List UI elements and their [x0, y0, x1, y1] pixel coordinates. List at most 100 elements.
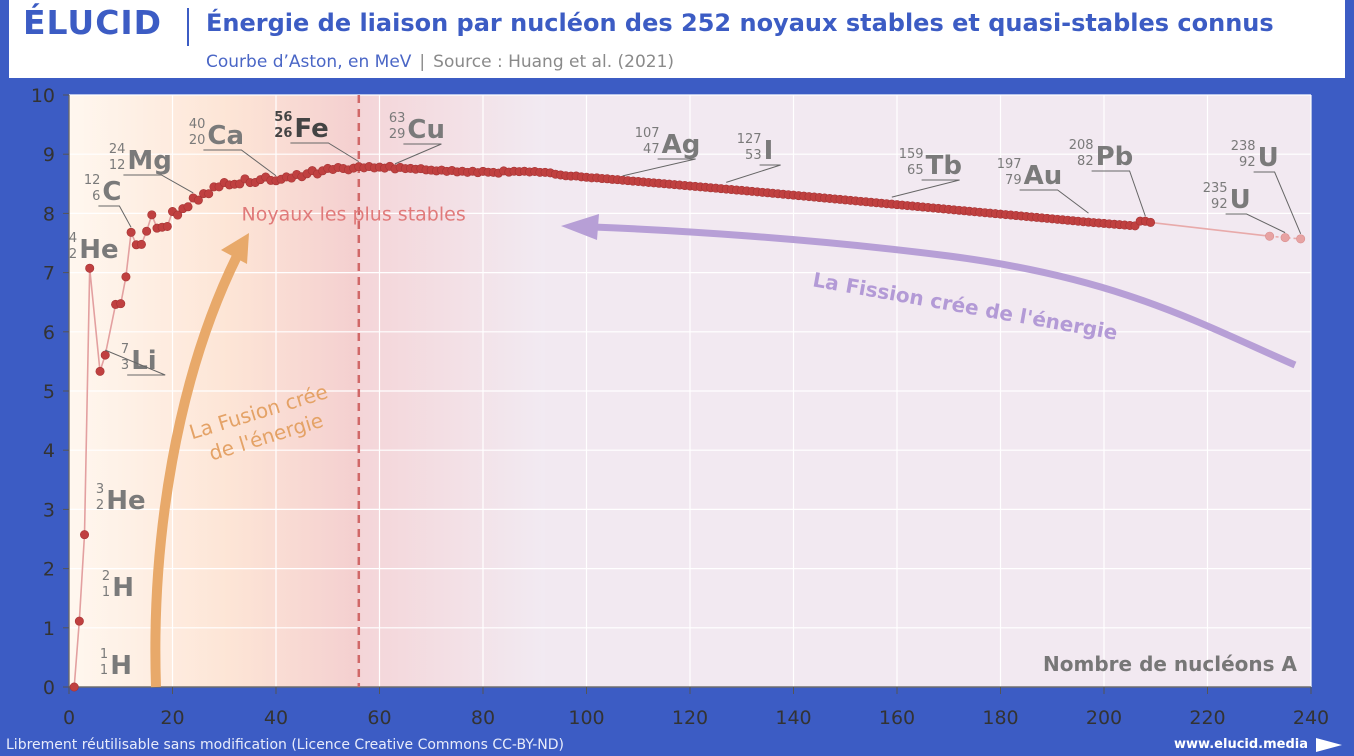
atomic-number: 3: [121, 358, 129, 373]
leader-line: [1225, 213, 1286, 234]
nuclide-label-he-4: 42 He: [69, 231, 119, 265]
element-symbol: Au: [1024, 161, 1063, 191]
leader-line: [622, 158, 696, 177]
y-tick-label: 6: [43, 322, 55, 344]
y-tick-label: 8: [43, 203, 55, 225]
x-tick-label: 60: [367, 707, 391, 729]
x-tick-label: 140: [775, 707, 811, 729]
x-tick-label: 180: [982, 707, 1018, 729]
mass-number: 2: [102, 569, 110, 584]
leader-line: [123, 174, 194, 194]
mass-number: 1: [100, 647, 108, 662]
x-tick-label: 40: [264, 707, 288, 729]
data-point: [69, 682, 79, 692]
mass-number: 107: [635, 126, 660, 141]
x-tick-label: 120: [672, 707, 708, 729]
atomic-number: 2: [96, 498, 104, 513]
atomic-number: 6: [92, 189, 100, 204]
element-symbol: Li: [131, 346, 156, 376]
nuclide-label-h-1: 11 H: [100, 647, 132, 681]
element-symbol: Pb: [1096, 142, 1134, 172]
fission-arrow: [592, 223, 1297, 369]
fusion-arrow-head: [221, 233, 249, 264]
y-tick-label: 0: [43, 677, 55, 699]
data-point: [136, 239, 146, 249]
atomic-number: 47: [643, 142, 660, 157]
most-stable-label: Noyaux les plus stables: [242, 203, 466, 225]
leader-line: [290, 142, 360, 163]
atomic-number: 2: [69, 247, 77, 262]
mass-number: 3: [96, 482, 104, 497]
y-tick-label: 9: [43, 144, 55, 166]
y-tick-label: 5: [43, 381, 55, 403]
element-symbol: He: [79, 235, 118, 265]
subtitle-text: Courbe d’Aston, en MeV: [206, 52, 412, 72]
data-point-quasi-stable: [1296, 234, 1306, 244]
data-point: [162, 221, 172, 231]
atomic-number: 79: [1005, 173, 1022, 188]
mass-number: 159: [899, 147, 924, 162]
element-symbol: H: [112, 573, 134, 603]
leader-line: [98, 205, 132, 228]
mass-number: 7: [121, 342, 129, 357]
data-point: [193, 195, 203, 205]
fission-arrow-head: [561, 214, 599, 240]
chart-title: Énergie de liaison par nucléon des 252 n…: [206, 9, 1274, 37]
leader-line: [203, 149, 277, 177]
element-symbol: H: [110, 651, 132, 681]
atomic-number: 92: [1211, 197, 1228, 212]
mass-number: 197: [997, 157, 1022, 172]
x-tick-label: 20: [160, 707, 184, 729]
series-line-gap: [1150, 221, 1270, 237]
data-point: [173, 210, 183, 220]
mass-number: 127: [737, 132, 762, 147]
leader-line: [726, 164, 781, 183]
grid: [68, 94, 1312, 688]
element-symbol: Fe: [294, 114, 328, 144]
mass-number: 235: [1203, 181, 1228, 196]
atomic-number: 53: [745, 148, 762, 163]
nuclide-label-li-7: 73 Li: [105, 342, 166, 376]
atomic-number: 82: [1077, 154, 1094, 169]
series-line-quasi: [1269, 235, 1301, 240]
mass-number: 56: [274, 110, 292, 125]
source-text: Source : Huang et al. (2021): [433, 52, 675, 72]
element-symbol: Cu: [407, 115, 445, 145]
data-point: [147, 210, 157, 220]
brand-logo: ÉLUCID: [23, 3, 163, 42]
fusion-arrow: [150, 253, 242, 688]
arrow-logo-icon: [1316, 738, 1342, 752]
data-point-quasi-stable: [1280, 233, 1290, 243]
leader-line: [1253, 171, 1302, 235]
atomic-number: 26: [274, 126, 292, 141]
website-link[interactable]: www.elucid.media: [1174, 737, 1308, 752]
atomic-number: 20: [189, 133, 206, 148]
element-symbol: Ag: [662, 130, 701, 160]
mass-number: 4: [69, 231, 77, 246]
mass-number: 24: [109, 142, 126, 157]
y-tick-label: 7: [43, 263, 55, 285]
data-point: [74, 616, 84, 626]
data-point: [204, 189, 214, 199]
element-symbol: He: [106, 486, 145, 516]
data-point: [126, 227, 136, 237]
data-point-quasi-stable: [1265, 231, 1275, 241]
mass-number: 208: [1069, 138, 1094, 153]
data-point: [100, 350, 110, 360]
atomic-number: 29: [389, 127, 406, 142]
logo-separator: [187, 8, 189, 46]
element-symbol: Mg: [127, 146, 171, 176]
element-symbol: C: [102, 177, 121, 207]
leader-line: [1019, 189, 1089, 214]
x-tick-label: 200: [1086, 707, 1122, 729]
